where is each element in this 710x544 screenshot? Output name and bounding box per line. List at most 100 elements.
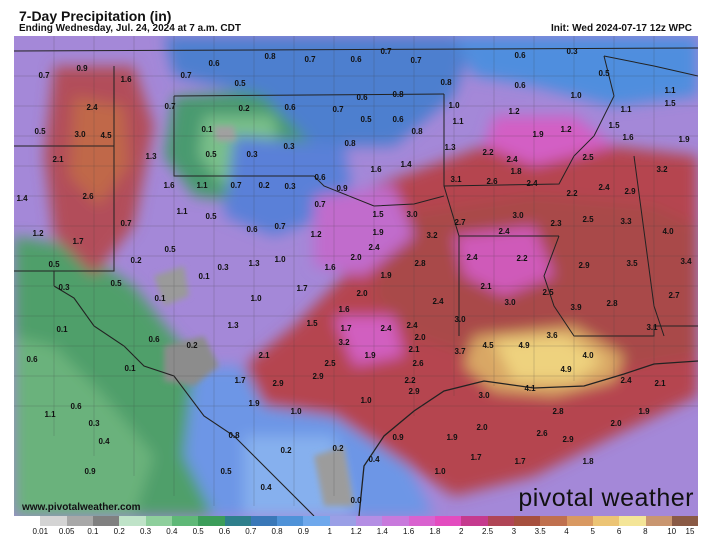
precip-value-label: 1.1 [176,207,188,216]
legend-tick-label: 1.4 [376,527,388,536]
precip-value-label: 1.9 [638,407,650,416]
legend-tick-label: 1.6 [403,527,415,536]
precip-value-label: 0.4 [368,455,380,464]
legend-swatch [171,516,199,526]
precip-value-label: 2.6 [412,359,424,368]
precip-value-label: 2.4 [368,243,380,252]
precip-value-label: 0.2 [186,341,198,350]
precip-value-label: 1.5 [608,121,620,130]
precip-value-label: 4.0 [662,227,674,236]
precipitation-map: 0.9 0.7 1.6 0.6 0.7 0.5 0.8 0.7 0.6 0.7 0.7 0.6 0.3 0… [14,36,698,516]
precip-value-label: 0.6 [314,173,326,182]
precip-value-label: 1.3 [444,143,456,152]
map-panel: 7-Day Precipitation (in) Ending Wednesda… [14,4,699,540]
precip-value-label: 3.7 [454,347,466,356]
precip-value-label: 3.1 [450,175,462,184]
precip-value-label: 1.2 [32,229,44,238]
brand-logo: pivotal weather [518,484,694,512]
precip-value-label: 0.6 [356,93,368,102]
precip-value-label: 3.1 [646,323,658,332]
legend-tick-label: 0.1 [87,527,99,536]
precip-value-label: 0.1 [56,325,68,334]
precip-value-label: 0.2 [130,256,142,265]
legend-swatch [592,516,620,526]
precip-value-label: 2.7 [668,291,680,300]
precip-value-label: 2.7 [454,218,466,227]
legend-swatch [671,516,699,526]
precip-value-label: 1.2 [310,230,322,239]
precip-value-label: 1.1 [620,105,632,114]
precip-value-label: 2.5 [542,288,554,297]
legend-swatch [119,516,146,526]
precip-value-label: 0.8 [228,431,240,440]
precip-value-label: 1.9 [372,228,384,237]
precip-value-label: 1.0 [250,294,262,303]
precip-value-label: 1.2 [560,125,572,134]
precip-value-label: 1.0 [274,255,286,264]
precip-value-label: 1.0 [570,91,582,100]
precip-value-label: 0.9 [392,433,404,442]
precip-value-label: 1.3 [227,321,239,330]
precip-value-label: 2.5 [324,359,336,368]
precip-value-label: 2.9 [578,261,590,270]
legend-tick-label: 2 [458,527,464,536]
legend-tick-label: 0.3 [139,527,152,536]
precip-value-label: 1.1 [452,117,464,126]
precip-value-label: 2.1 [408,345,420,354]
precip-value-label: 2.0 [476,423,488,432]
precip-value-label: 3.0 [454,315,466,324]
precip-value-label: 4.5 [482,341,494,350]
precip-value-label: 1.8 [582,457,594,466]
precip-value-label: 0.3 [284,182,296,191]
precip-value-label: 2.4 [598,183,610,192]
precip-value-label: 1.1 [196,181,208,190]
precip-value-label: 0.3 [88,419,100,428]
precip-value-label: 0.5 [598,69,610,78]
precip-value-label: 0.9 [76,64,88,73]
init-time: Init: Wed 2024-07-17 12z WPC [551,23,692,34]
precip-value-label: 0.2 [280,446,292,455]
precip-value-label: 0.6 [70,402,82,411]
precip-value-label: 1.3 [145,152,157,161]
precip-value-label: 0.2 [258,181,270,190]
precip-value-label: 0.6 [208,59,220,68]
precip-value-label: 1.0 [360,396,372,405]
precip-value-label: 1.2 [508,107,520,116]
legend-tick-label: 10 [667,527,677,536]
precip-value-label: 2.0 [356,289,368,298]
precip-value-label: 1.7 [340,324,352,333]
precip-value-label: 2.4 [86,103,98,112]
precip-value-label: 4.0 [582,351,594,360]
precip-value-label: 3.2 [656,165,668,174]
legend-swatch [250,516,278,526]
legend-tick-label: 15 [685,527,695,536]
legend-tick-label: 2.5 [481,527,494,536]
legend-swatch [198,516,225,526]
precip-value-label: 0.7 [230,181,242,190]
precip-value-label: 2.6 [536,429,548,438]
precip-value-label: 4.9 [560,365,572,374]
precip-value-label: 2.8 [414,259,426,268]
precip-value-label: 3.5 [626,259,638,268]
precip-value-label: 2.2 [482,148,494,157]
precip-value-label: 0.7 [380,47,392,56]
precip-value-label: 0.0 [350,496,362,505]
legend-swatch [92,516,120,526]
precip-value-label: 2.4 [620,376,632,385]
precip-value-label: 0.3 [283,142,295,151]
precip-value-label: 1.7 [72,237,84,246]
precip-value-label: 0.8 [392,90,404,99]
precip-value-label: 2.2 [404,376,416,385]
legend-tick-label: 3.5 [534,527,546,536]
color-legend: 0.01 0.05 0.1 0.2 0.3 0.4 0.5 0.6 0.7 0.8 0.9 1 1.2 1… [14,516,699,540]
precip-value-label: 0.6 [392,115,404,124]
legend-tick-label: 5 [590,527,595,536]
precip-value-label: 3.0 [74,130,86,139]
legend-tick-label: 0.6 [218,527,231,536]
precip-value-label: 0.6 [284,103,296,112]
precip-value-label: 1.3 [248,259,260,268]
precip-value-label: 2.1 [52,155,64,164]
precip-value-label: 1.4 [16,194,28,203]
precip-value-label: 0.7 [304,55,316,64]
precip-value-label: 1.6 [120,75,132,84]
